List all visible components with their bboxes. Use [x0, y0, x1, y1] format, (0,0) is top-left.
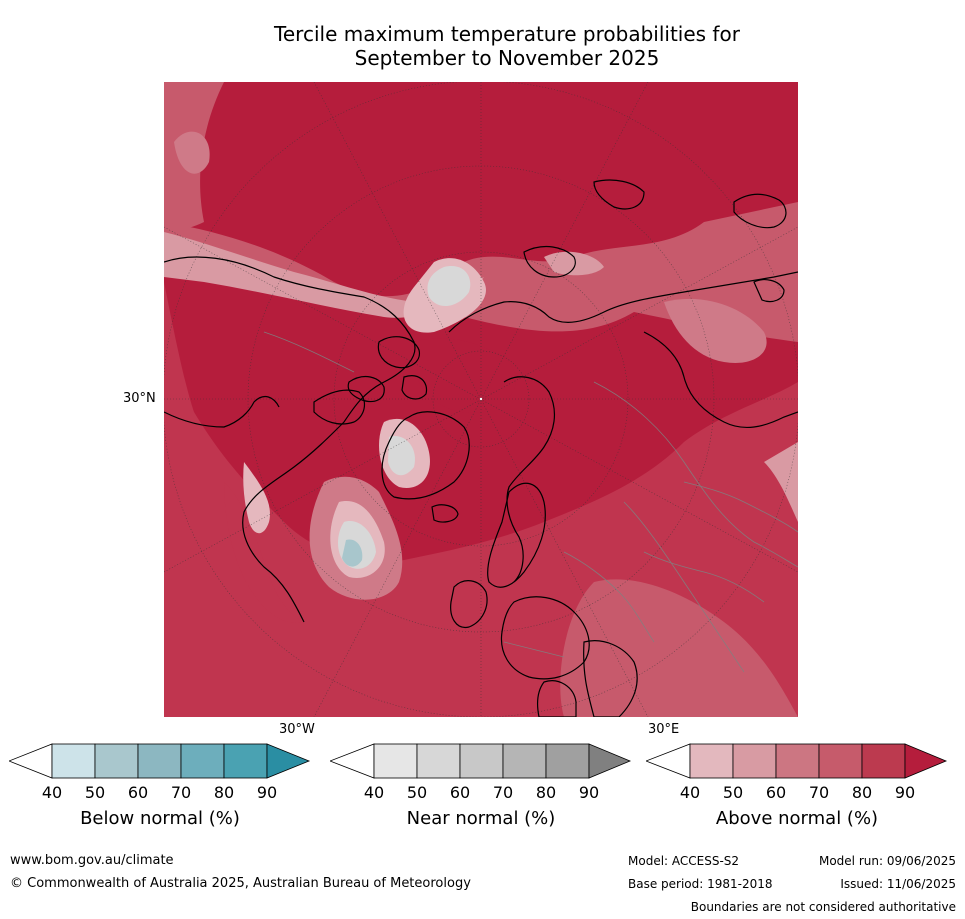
tick-label: 90 — [894, 783, 916, 802]
tick-label: 40 — [363, 783, 385, 802]
colorbar-below-normal — [9, 743, 311, 783]
colorbar-above-normal-svg — [646, 743, 948, 779]
colorbar-above-normal — [646, 743, 948, 783]
lon-label-30w: 30°W — [279, 722, 315, 737]
map-title-line1: Tercile maximum temperature probabilitie… — [274, 22, 740, 46]
copyright-text: © Commonwealth of Australia 2025, Austra… — [10, 876, 471, 891]
tick-label: 60 — [449, 783, 471, 802]
tick-label: 50 — [84, 783, 106, 802]
colorbar-near-normal — [330, 743, 632, 783]
lon-label-30e: 30°E — [648, 722, 680, 737]
tick-label: 40 — [41, 783, 63, 802]
model-run-text: Model run: 09/06/2025 — [818, 854, 956, 868]
tick-label: 90 — [256, 783, 278, 802]
coastlines — [164, 179, 798, 717]
issued-text: Issued: 11/06/2025 — [840, 877, 956, 891]
tick-label: 80 — [535, 783, 557, 802]
tick-label: 50 — [722, 783, 744, 802]
colorbar-below-normal-svg — [9, 743, 311, 779]
disclaimer-text: Boundaries are not considered authoritat… — [690, 900, 956, 914]
country-borders — [263, 331, 798, 673]
map-title-line2: September to November 2025 — [354, 46, 660, 70]
colorbar-below-normal-label: Below normal (%) — [80, 808, 240, 829]
base-period-text: Base period: 1981-2018 — [628, 877, 773, 891]
tick-label: 70 — [808, 783, 830, 802]
website-link[interactable]: www.bom.gov.au/climate — [10, 853, 174, 868]
tick-label: 70 — [492, 783, 514, 802]
tick-label: 50 — [406, 783, 428, 802]
probability-map — [164, 82, 798, 717]
tick-label: 40 — [679, 783, 701, 802]
tick-label: 70 — [170, 783, 192, 802]
tick-label: 80 — [213, 783, 235, 802]
tick-label: 60 — [127, 783, 149, 802]
map-title: Tercile maximum temperature probabilitie… — [165, 22, 849, 70]
colorbar-near-normal-label: Near normal (%) — [406, 808, 556, 829]
tick-label: 60 — [765, 783, 787, 802]
lat-label-30n: 30°N — [123, 391, 156, 406]
model-text: Model: ACCESS-S2 — [628, 854, 740, 868]
tick-label: 80 — [851, 783, 873, 802]
tick-label: 90 — [578, 783, 600, 802]
colorbar-above-normal-label: Above normal (%) — [715, 808, 879, 829]
map-canvas — [164, 82, 798, 717]
colorbar-near-normal-svg — [330, 743, 632, 779]
